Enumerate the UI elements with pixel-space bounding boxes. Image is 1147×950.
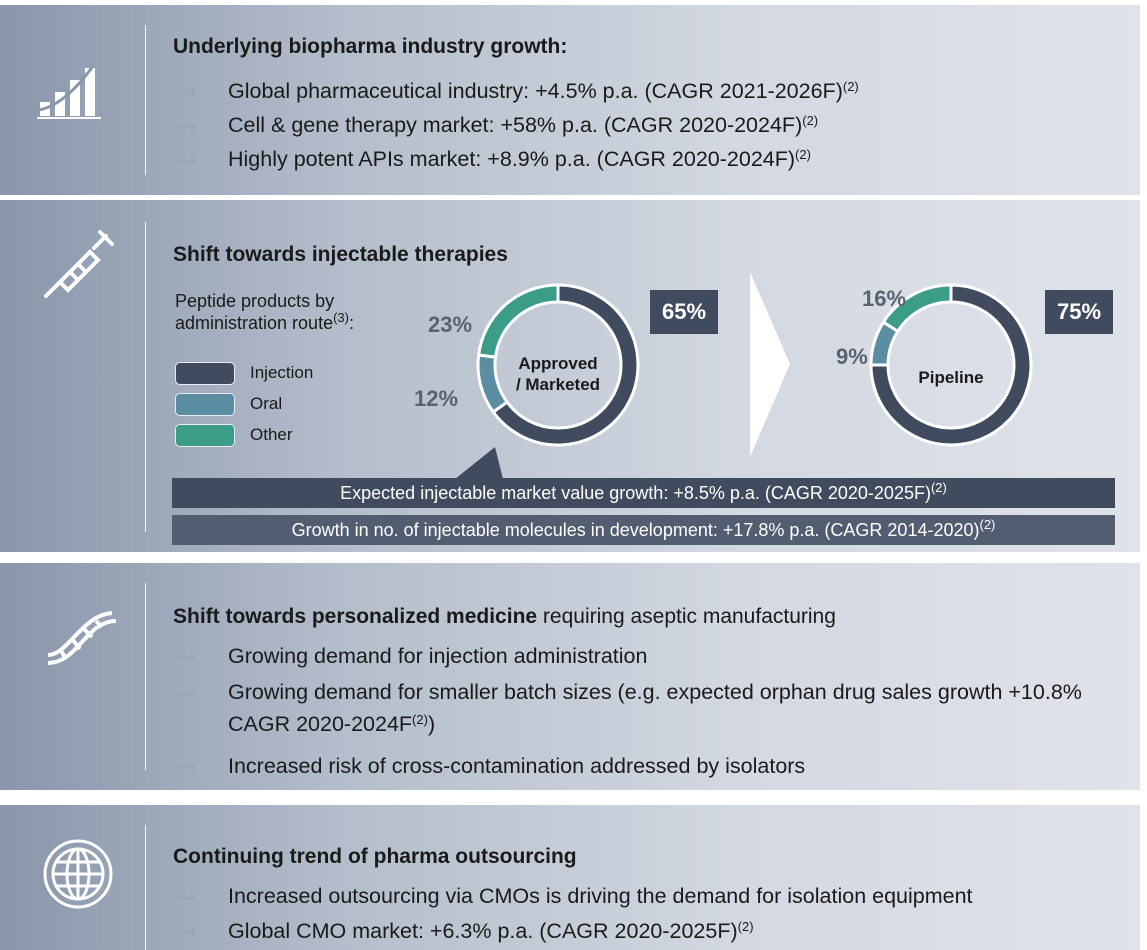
title-rest: requiring aseptic manufacturing <box>537 605 836 628</box>
legend-swatch <box>175 393 235 416</box>
value-label: 16% <box>862 286 907 311</box>
growth-icon <box>37 65 101 119</box>
bullet-arrow: ⟶ <box>173 760 196 777</box>
bullet-body: Increased risk of cross-contamination ad… <box>228 750 805 782</box>
bullet-text: Global CMO market: +6.3% p.a. (CAGR 2020… <box>228 919 738 943</box>
footnote: (2) <box>842 79 859 94</box>
value-label: 23% <box>428 312 473 337</box>
dna-icon <box>47 611 117 665</box>
bullet: ⟶ Increased outsourcing via CMOs is drivi… <box>173 880 973 915</box>
pointer <box>455 447 503 479</box>
footnote: (2) <box>930 480 947 495</box>
bullet-text: Growing demand for injection administrat… <box>228 644 648 668</box>
bullet: ⟶ Highly potent APIs market: +8.9% p.a. (… <box>173 143 811 178</box>
divider <box>145 825 146 950</box>
bullet-arrow: ⟶ <box>173 925 196 942</box>
bullet-text: Increased risk of cross-contamination ad… <box>228 754 806 778</box>
bullet: ⟶ Global CMO market: +6.3% p.a. (CAGR 202… <box>173 915 754 950</box>
bullet-arrow: ⟶ <box>173 119 196 136</box>
bullet-arrow: ⟶ <box>173 650 196 667</box>
center-label-line: / Marketed <box>515 375 601 394</box>
bullet-body: Global CMO market: +6.3% p.a. (CAGR 2020… <box>228 915 754 947</box>
bullet-body: Increased outsourcing via CMOs is drivin… <box>228 880 973 912</box>
bullet-arrow: ⟶ <box>173 686 196 703</box>
center-label-line: Pipeline <box>918 368 984 387</box>
legend-swatch <box>175 362 235 385</box>
globe-icon <box>43 839 113 909</box>
bullet-body: Cell & gene therapy market: +58% p.a. (C… <box>228 109 818 141</box>
banner: Expected injectable market value growth:… <box>172 478 1115 508</box>
footnote: (2) <box>412 712 428 727</box>
bullet-text: Increased outsourcing via CMOs is drivin… <box>228 884 973 908</box>
donut-slice <box>476 283 560 359</box>
legend-title-line: administration route <box>175 313 334 333</box>
chevron <box>750 272 790 457</box>
panel-title: Shift towards personalized medicine requ… <box>173 605 836 629</box>
value-label: 75% <box>1045 290 1113 334</box>
panel <box>0 805 1140 950</box>
panel <box>0 5 1140 195</box>
panel <box>0 563 1140 790</box>
bullet-text: Growing demand for smaller batch sizes (… <box>228 680 1082 736</box>
bullet-arrow: ⟶ <box>173 890 196 907</box>
bullet-text: Highly potent APIs market: +8.9% p.a. (C… <box>228 147 796 171</box>
bullet-body: Global pharmaceutical industry: +4.5% p.… <box>228 75 859 107</box>
bullet-arrow: ⟶ <box>173 153 196 170</box>
footnote: (2) <box>802 113 819 128</box>
bullet-text: Cell & gene therapy market: +58% p.a. (C… <box>228 113 803 137</box>
legend-swatch <box>175 424 235 447</box>
legend-title: Peptide products by administration route(… <box>175 290 354 334</box>
panel-title: Shift towards injectable therapies <box>173 243 508 266</box>
donut-slice <box>491 283 640 447</box>
value-label: 65% <box>650 290 718 334</box>
bullet-body: Growing demand for smaller batch sizes (… <box>228 676 1098 740</box>
footnote: (2) <box>795 147 811 162</box>
donut-slice <box>881 283 953 334</box>
footnote: (3) <box>333 310 349 325</box>
divider <box>145 222 146 532</box>
footnote: (2) <box>737 919 754 934</box>
bullet-body: Growing demand for injection administrat… <box>228 640 647 672</box>
banner: Growth in no. of injectable molecules in… <box>172 515 1115 545</box>
banner-text: Expected injectable market value growth:… <box>340 483 931 503</box>
bullet-body: Highly potent APIs market: +8.9% p.a. (C… <box>228 143 811 175</box>
bullet-text: Global pharmaceutical industry: +4.5% p.… <box>228 79 843 103</box>
donut-slice <box>869 283 1033 447</box>
panel-title: Continuing trend of pharma outsourcing <box>173 845 577 868</box>
bullet: ⟶ Growing demand for injection administra… <box>173 640 647 675</box>
center-label: Approved / Marketed <box>498 353 618 395</box>
value-label: 9% <box>836 344 868 369</box>
bullet: ⟶ Increased risk of cross-contamination a… <box>173 750 805 785</box>
center-label-line: Approved <box>518 354 598 373</box>
bullet: ⟶ Cell & gene therapy market: +58% p.a. (… <box>173 109 818 144</box>
bullet: ⟶ Growing demand for smaller batch sizes … <box>173 676 1082 736</box>
panel-title: Underlying biopharma industry growth: <box>173 35 568 58</box>
footnote: (2) <box>979 517 996 532</box>
divider <box>145 583 146 770</box>
banner-text: Growth in no. of injectable molecules in… <box>291 520 980 540</box>
divider <box>145 25 146 175</box>
bullet: ⟶ Global pharmaceutical industry: +4.5% p… <box>173 75 859 110</box>
title-bold: Shift towards personalized medicine <box>173 605 538 628</box>
value-label: 12% <box>414 386 459 411</box>
legend-label: Other <box>250 425 293 444</box>
legend-title-line: Peptide products by <box>175 291 335 311</box>
legend-label: Injection <box>250 363 314 382</box>
bullet-text: ) <box>427 712 436 736</box>
syringe-icon <box>44 230 114 298</box>
bullet-arrow: ⟶ <box>173 85 196 102</box>
colon: : <box>348 313 354 333</box>
center-label: Pipeline <box>891 367 1011 388</box>
legend-label: Oral <box>250 394 283 413</box>
